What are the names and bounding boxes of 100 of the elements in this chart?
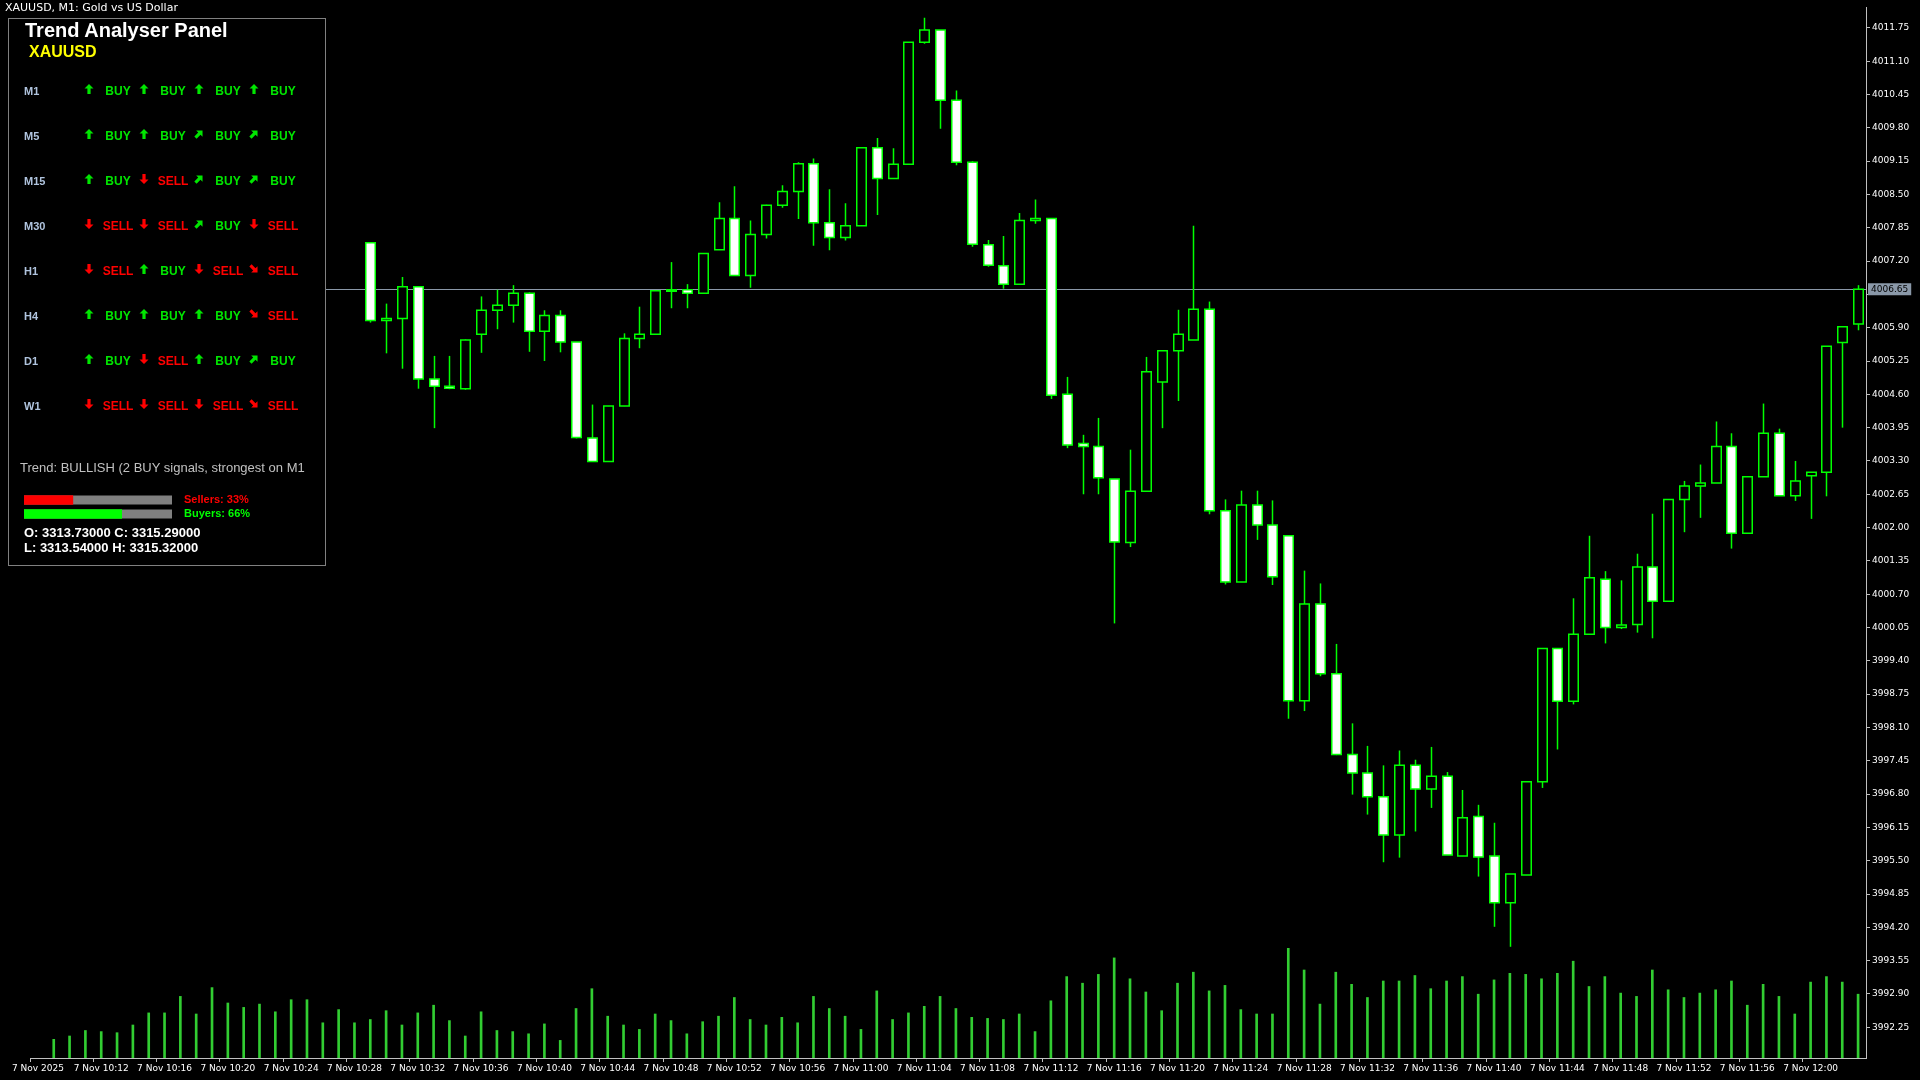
x-tick-label: 7 Nov 11:08: [960, 1062, 1016, 1073]
bar: [1745, 1004, 1749, 1058]
bar: [1793, 1013, 1797, 1058]
bar: [368, 1019, 372, 1058]
x-tick-label: 7 Nov 10:12: [73, 1062, 129, 1073]
bar: [242, 1007, 245, 1058]
x-tick-label: 7 Nov 11:28: [1276, 1062, 1332, 1073]
annotation: M15: [24, 175, 46, 187]
annotation: BUY: [105, 129, 131, 143]
bar: [622, 1024, 625, 1058]
bar: [1825, 976, 1828, 1058]
data-label: Buyers: 66%: [184, 507, 251, 520]
annotation: L: 3313.54000 H: 3315.32000: [24, 539, 199, 555]
bar: [1017, 1013, 1021, 1058]
x-tick-label: 7 Nov 2025: [11, 1062, 64, 1073]
y-tick-label: 4007.20: [1872, 255, 1910, 266]
y-tick-label: 4003.30: [1872, 455, 1910, 466]
bar: [1271, 1013, 1274, 1058]
x-tick-label: 7 Nov 10:56: [770, 1062, 826, 1073]
bar: [1461, 976, 1464, 1058]
bar: [1239, 1009, 1243, 1058]
x-tick-label: 7 Nov 10:52: [706, 1062, 762, 1073]
candlestick: [429, 355, 440, 429]
annotation: H4: [24, 310, 39, 322]
y-tick-label: 4011.75: [1872, 22, 1910, 33]
x-tick-label: 7 Nov 10:48: [643, 1062, 699, 1073]
annotation: SELL: [267, 309, 299, 323]
bar: [1097, 974, 1100, 1058]
annotation: SELL: [157, 174, 189, 188]
bar: [1334, 971, 1338, 1058]
bar: [194, 1013, 198, 1058]
annotation: BUY: [215, 84, 241, 98]
bar: [1445, 980, 1448, 1058]
annotation: SELL: [102, 399, 134, 413]
x-tick-label: 7 Nov 10:28: [326, 1062, 383, 1073]
x-tick-label: 7 Nov 11:32: [1339, 1062, 1395, 1073]
x-tick-label: 7 Nov 11:00: [833, 1062, 889, 1073]
annotation: BUY: [215, 174, 241, 188]
ref-line-label: 4006.65: [1871, 283, 1909, 294]
annotation: SELL: [157, 354, 189, 368]
x-tick-label: 7 Nov 11:48: [1593, 1062, 1649, 1073]
annotation: BUY: [215, 309, 241, 323]
bar: [432, 1004, 435, 1058]
y-tick-label: 4002.65: [1872, 488, 1910, 499]
bar: [1635, 996, 1638, 1058]
x-tick-label: 7 Nov 10:20: [200, 1062, 256, 1073]
y-tick-label: 3994.85: [1872, 888, 1910, 899]
y-tick-label: 4005.25: [1872, 355, 1910, 366]
bar: [84, 1030, 87, 1058]
bar: [527, 1033, 530, 1058]
bar: [558, 1040, 562, 1058]
y-tick-label: 4000.05: [1872, 621, 1910, 632]
data-label: Sellers: 33%: [184, 493, 250, 506]
bar: [1429, 988, 1433, 1058]
annotation: SELL: [102, 264, 134, 278]
y-tick-label: 4010.45: [1872, 88, 1910, 99]
bar: [1730, 980, 1733, 1058]
y-tick-label: 4009.15: [1872, 155, 1910, 166]
annotation: SELL: [212, 399, 244, 413]
bar: [52, 1038, 56, 1058]
x-tick-label: 7 Nov 11:44: [1529, 1062, 1586, 1073]
annotation: SELL: [267, 219, 299, 233]
annotation: BUY: [105, 309, 131, 323]
bar: [163, 1012, 166, 1058]
x-tick-label: 7 Nov 10:44: [580, 1062, 636, 1073]
x-tick-label: 7 Nov 11:04: [896, 1062, 953, 1073]
y-tick-label: 4004.60: [1872, 388, 1910, 399]
bar: [1065, 976, 1069, 1058]
y-tick-label: 4009.80: [1872, 122, 1910, 133]
bar: [448, 1020, 451, 1058]
bar: [812, 996, 815, 1058]
y-tick-label: 4000.70: [1872, 588, 1910, 599]
bar: [1160, 1010, 1163, 1058]
x-tick-label: 7 Nov 11:40: [1466, 1062, 1522, 1073]
bar: [606, 1015, 610, 1058]
annotation: BUY: [270, 174, 296, 188]
y-tick-label: 3999.40: [1872, 655, 1910, 666]
x-tick-label: 7 Nov 10:24: [263, 1062, 319, 1073]
bar: [1651, 969, 1654, 1058]
annotation: BUY: [270, 129, 296, 143]
annotation: M30: [24, 220, 46, 232]
x-tick-label: 7 Nov 12:00: [1783, 1062, 1839, 1073]
candlestick: [919, 16, 930, 45]
annotation: SELL: [267, 264, 299, 278]
bar: [907, 1012, 910, 1058]
bar: [780, 1016, 784, 1058]
y-tick-label: 3997.45: [1872, 755, 1910, 766]
bar: [258, 1003, 261, 1058]
x-tick-label: 7 Nov 11:36: [1403, 1062, 1459, 1073]
annotation: H1: [24, 265, 39, 277]
bar: [274, 1011, 277, 1058]
bar: [1176, 982, 1179, 1058]
y-tick-label: 4003.95: [1872, 421, 1910, 432]
y-tick-label: 4007.85: [1872, 222, 1910, 233]
bar: [353, 1022, 356, 1058]
bar: [321, 1022, 325, 1058]
y-tick-label: 3996.15: [1872, 821, 1910, 832]
bar: [986, 1018, 989, 1058]
annotation: BUY: [215, 354, 241, 368]
bar: [1571, 960, 1575, 1058]
